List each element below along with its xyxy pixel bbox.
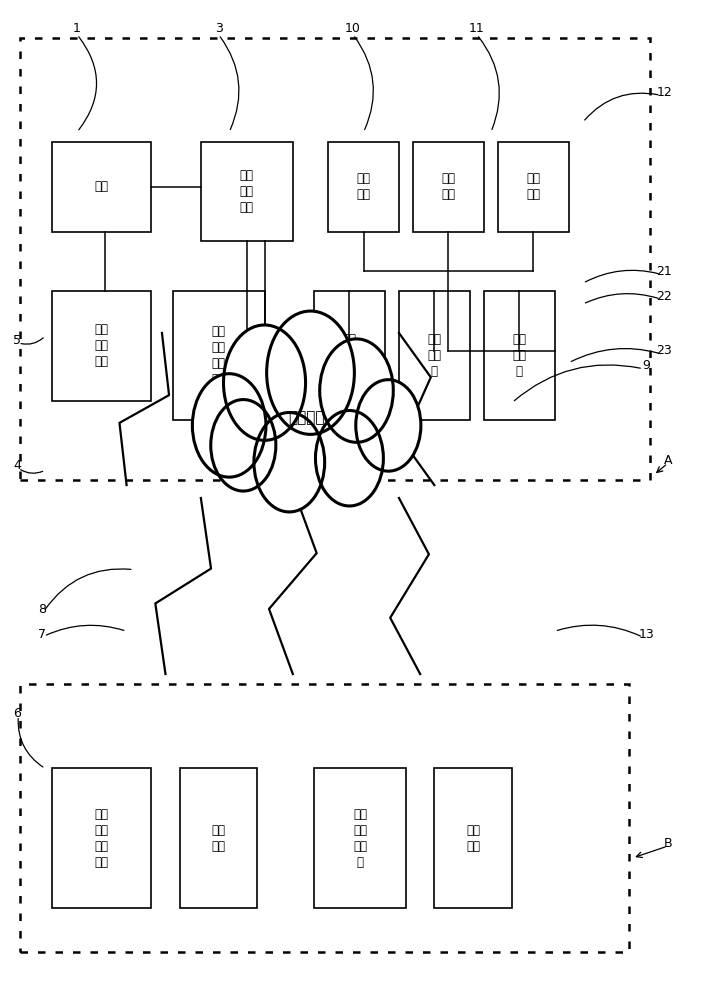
Bar [21,684,629,952]
Ellipse shape [212,374,402,463]
Bar [484,291,555,420]
Circle shape [211,400,276,491]
Text: 6: 6 [13,707,21,720]
Bar [434,768,512,908]
Text: B: B [664,837,672,850]
Circle shape [315,410,384,506]
Bar [399,291,470,420]
Text: A: A [664,454,672,467]
Bar [314,291,385,420]
Bar [52,142,151,232]
Circle shape [319,339,394,442]
Text: 试管: 试管 [95,180,109,193]
Text: 11: 11 [469,22,485,35]
Bar [413,142,484,232]
Text: 实验
样本
数据
库: 实验 样本 数据 库 [353,808,367,869]
Bar [328,142,399,232]
Bar [52,291,151,401]
Circle shape [267,311,354,434]
Circle shape [254,412,324,512]
Text: 第一
信号
收发
模块: 第一 信号 收发 模块 [212,325,225,386]
Bar [498,142,569,232]
Circle shape [356,380,421,471]
Text: 温度
传感
器: 温度 传感 器 [342,333,356,378]
Text: 1: 1 [73,22,81,35]
Bar [180,768,257,908]
Text: 时钟
模块: 时钟 模块 [441,172,456,201]
Text: 存储
模块: 存储 模块 [466,824,481,853]
Circle shape [223,325,306,440]
Bar [201,142,293,241]
Text: 分析
模块: 分析 模块 [212,824,225,853]
Text: 输入
模块: 输入 模块 [526,172,540,201]
Text: 信号
采集
模块: 信号 采集 模块 [240,169,254,214]
Text: 相对
湿度
传: 相对 湿度 传 [427,333,441,378]
Text: 5: 5 [13,334,21,347]
Text: 第二
信号
收发
模块: 第二 信号 收发 模块 [95,808,109,869]
Text: 13: 13 [639,628,655,641]
Bar [52,768,151,908]
Text: 12: 12 [657,86,672,99]
Text: 23: 23 [657,344,672,357]
Text: 4: 4 [13,459,21,472]
Circle shape [193,374,266,477]
Text: 3: 3 [215,22,222,35]
Bar [173,291,265,420]
Text: 9: 9 [642,359,650,372]
Text: 气压
传感
器: 气压 传感 器 [512,333,526,378]
Bar [314,768,406,908]
Text: 22: 22 [657,290,672,303]
Text: 8: 8 [38,603,46,616]
Text: 7: 7 [38,628,46,641]
Text: 激励
信号
模块: 激励 信号 模块 [95,323,109,368]
Text: 10: 10 [345,22,361,35]
Bar [21,38,650,480]
Text: 移动通信: 移动通信 [289,410,325,425]
Text: 21: 21 [657,265,672,278]
Text: 定位
模块: 定位 模块 [356,172,371,201]
